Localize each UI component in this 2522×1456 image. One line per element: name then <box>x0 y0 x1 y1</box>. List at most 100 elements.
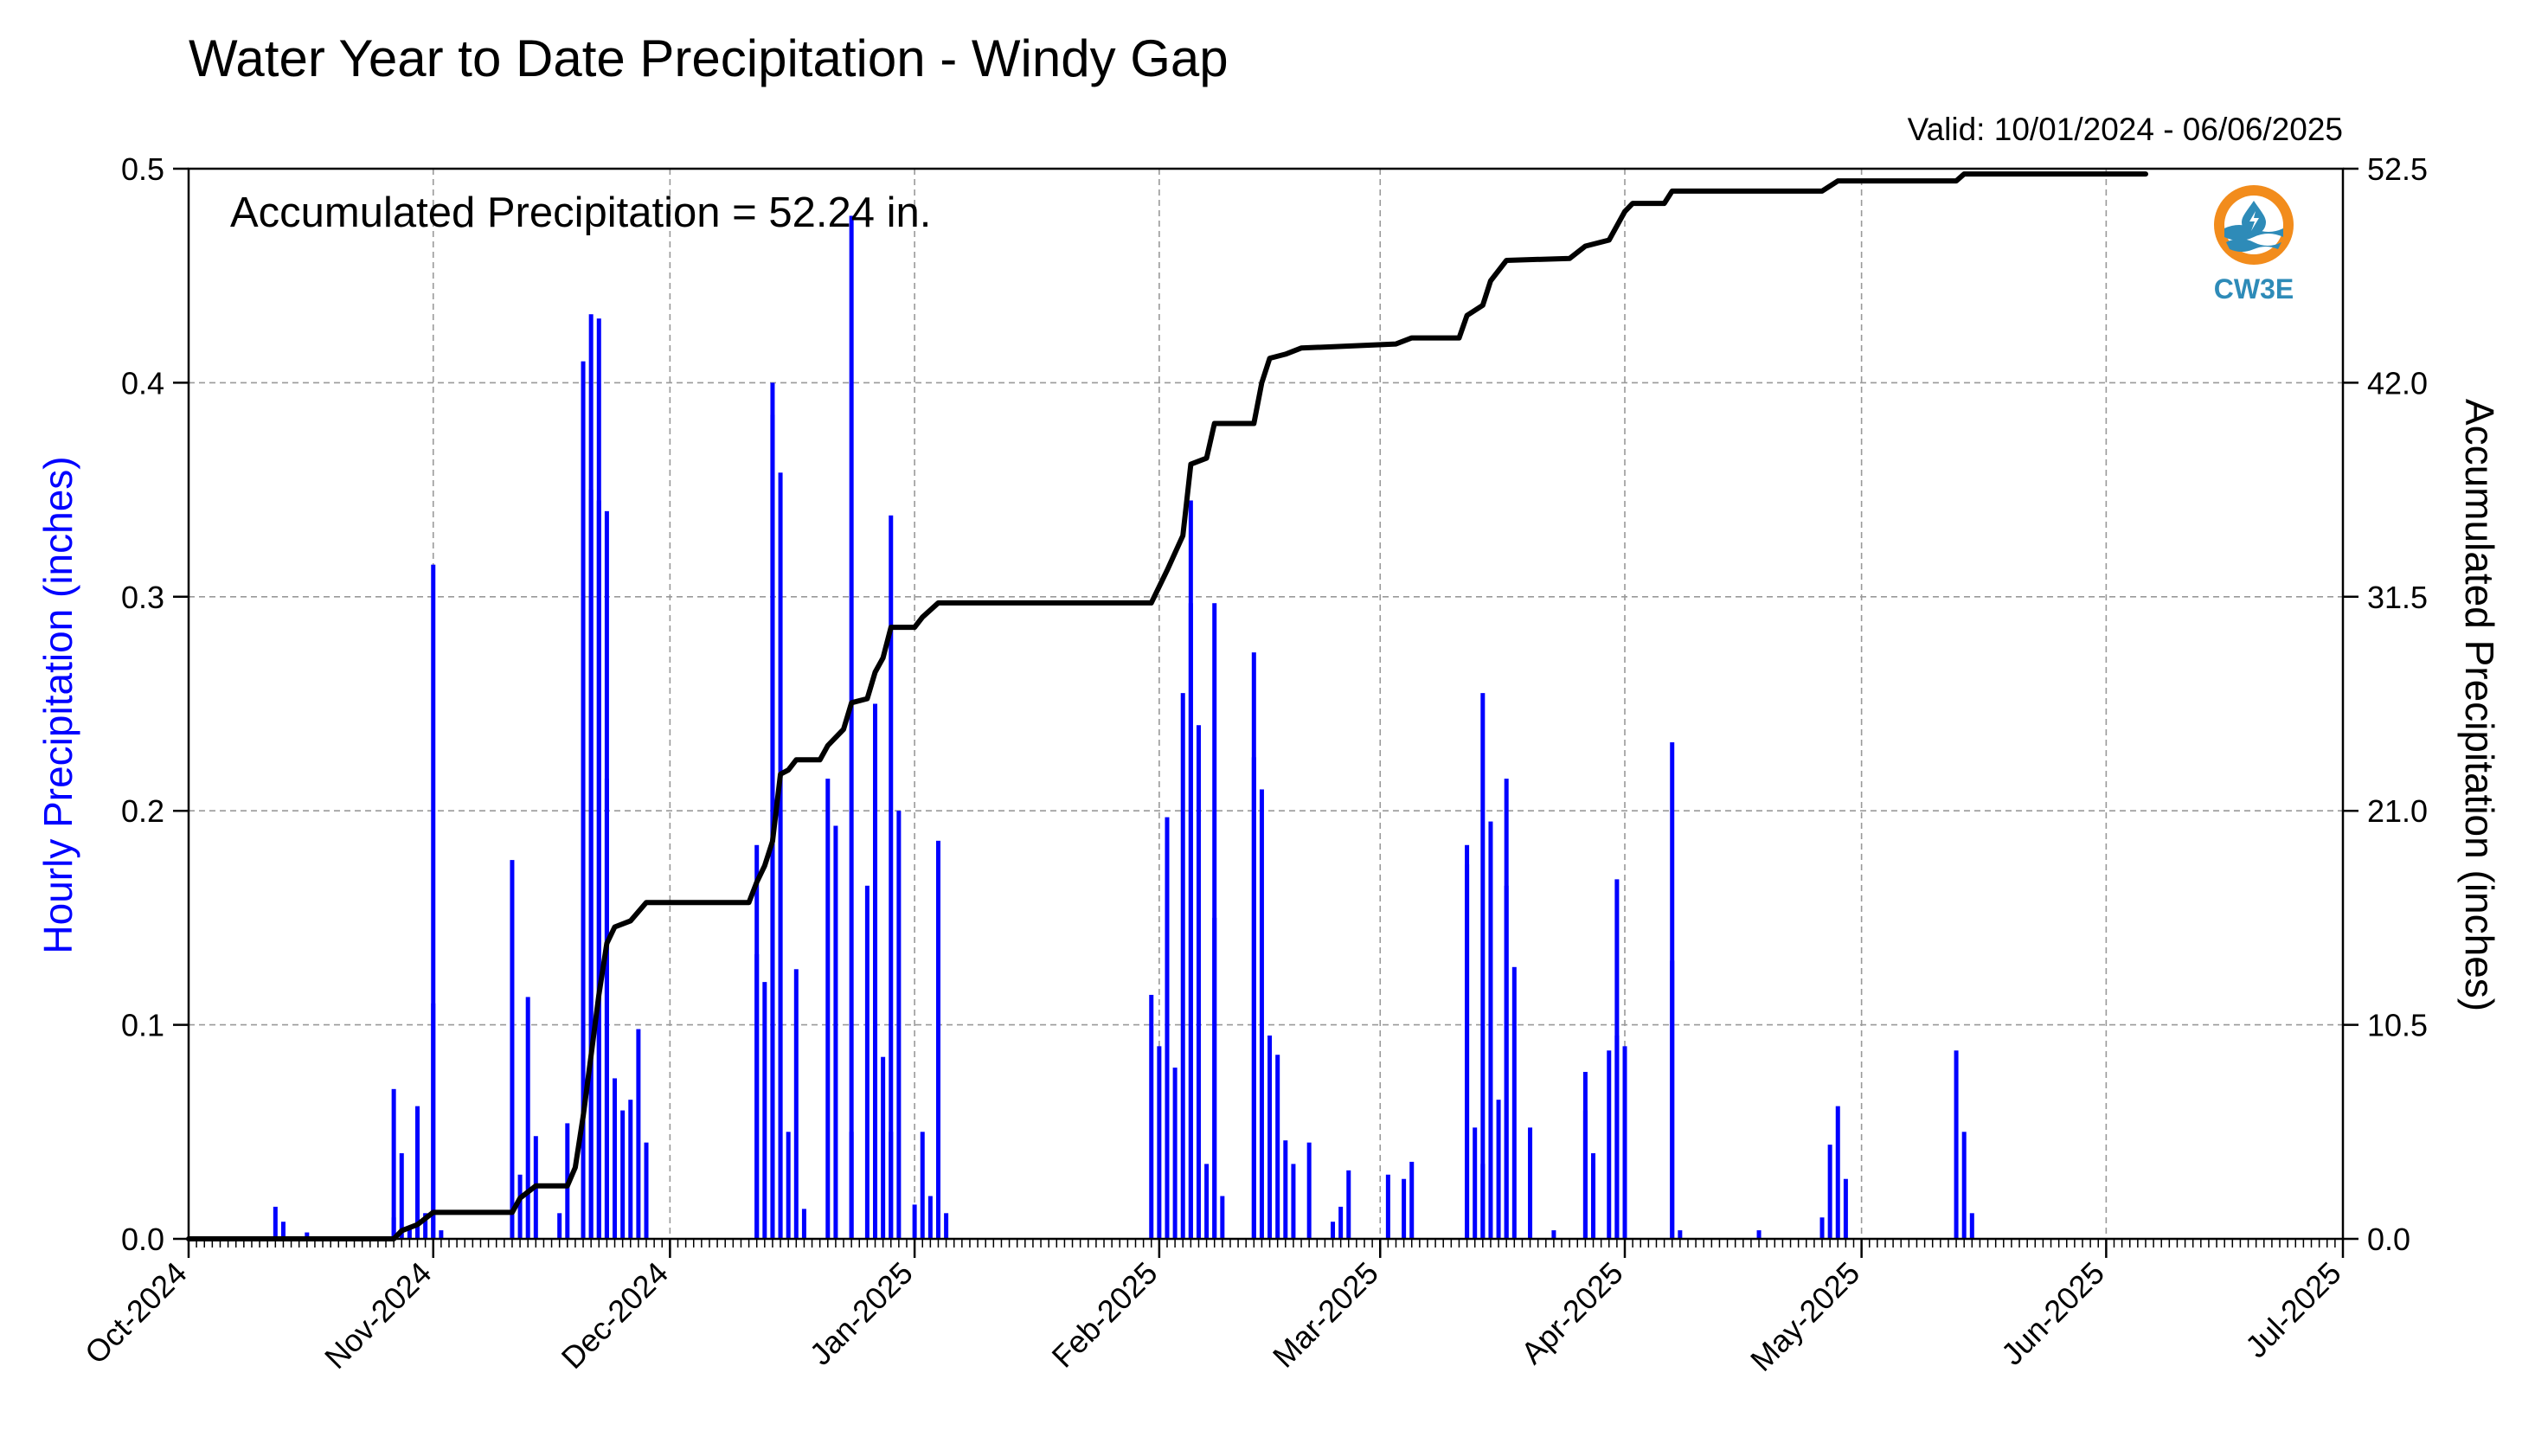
hourly-precip-bar <box>1251 757 1256 1239</box>
hourly-precip-bar <box>762 982 767 1239</box>
y-right-tick-label: 21.0 <box>2367 793 2428 829</box>
right-axis-label: Accumulated Precipitation (inches) <box>2457 399 2502 1011</box>
hourly-precip-bar <box>1969 1213 1974 1239</box>
hourly-precip-bar <box>431 1003 436 1239</box>
hourly-precip-bar <box>1196 725 1201 1239</box>
hourly-precip-bar <box>1954 1050 1959 1239</box>
hourly-precip-bar <box>280 1222 286 1239</box>
y-right-tick-label: 42.0 <box>2367 365 2428 401</box>
hourly-precip-bar <box>1212 917 1217 1239</box>
hourly-precip-bar <box>1338 1206 1344 1239</box>
hourly-precip-bar <box>1827 1145 1832 1239</box>
hourly-precip-bar <box>1149 994 1154 1239</box>
hourly-precip-bar <box>935 840 940 1239</box>
cw3e-logo: CW3E <box>2214 185 2294 305</box>
hourly-precip-bar <box>1756 1230 1762 1239</box>
hourly-precip-bar <box>944 1213 949 1239</box>
hourly-precip-bar <box>628 1100 633 1239</box>
hourly-precip-bar <box>1409 1161 1415 1239</box>
hourly-precip-bar <box>1582 1072 1588 1239</box>
hourly-precip-bar <box>912 1204 917 1239</box>
left-axis-label: Hourly Precipitation (inches) <box>35 456 80 953</box>
hourly-precip-bar <box>604 779 609 1239</box>
accumulated-precip-line <box>186 171 2148 1241</box>
hourly-precip-bar <box>1528 1127 1533 1239</box>
hourly-precip-bar <box>399 1153 404 1239</box>
hourly-precip-bar <box>1283 1140 1288 1239</box>
hourly-precip-bar <box>620 1110 626 1239</box>
hourly-precip-bar <box>1204 1164 1210 1239</box>
y-left-tick-label: 0.4 <box>121 365 164 401</box>
accumulated-total-label: Accumulated Precipitation = 52.24 in. <box>230 189 931 236</box>
hourly-precip-bars <box>273 215 1974 1240</box>
hourly-precip-bar <box>1496 1100 1501 1239</box>
hourly-precip-bar <box>1835 1106 1840 1239</box>
grid-lines <box>189 169 2343 1239</box>
valid-date-range: Valid: 10/01/2024 - 06/06/2025 <box>1908 112 2343 147</box>
hourly-precip-bar <box>415 1106 420 1239</box>
hourly-precip-bar <box>1480 693 1486 1239</box>
hourly-precip-bar <box>596 500 601 1239</box>
y-right-tick-label: 31.5 <box>2367 580 2428 615</box>
hourly-precip-bar <box>431 564 436 1239</box>
hourly-precip-bar <box>1488 821 1493 1239</box>
hourly-precip-bar <box>1291 1164 1296 1239</box>
y-left-tick-label: 0.0 <box>121 1222 164 1257</box>
hourly-precip-bar <box>1670 960 1675 1239</box>
hourly-precip-bar <box>636 1029 641 1239</box>
hourly-precip-bar <box>1511 966 1517 1239</box>
hourly-precip-bar <box>273 1206 278 1239</box>
hourly-precip-bar <box>873 789 878 1239</box>
hourly-precip-bar <box>786 1132 791 1239</box>
hourly-precip-bar <box>510 860 515 1239</box>
y-left-tick-label: 0.1 <box>121 1008 164 1043</box>
hourly-precip-bar <box>613 1078 618 1239</box>
plot-frame <box>187 167 2345 1241</box>
hourly-precip-bar <box>825 779 831 1239</box>
y-left-tick-label: 0.5 <box>121 151 164 187</box>
hourly-precip-bar <box>644 1142 649 1239</box>
hourly-precip-bar <box>1346 1170 1351 1239</box>
hourly-precip-bar <box>864 885 870 1239</box>
hourly-precip-bar <box>1819 1217 1825 1239</box>
hourly-precip-bar <box>1267 1035 1273 1239</box>
hourly-precip-bar <box>1220 1196 1225 1239</box>
hourly-precip-bar <box>920 1132 925 1239</box>
hourly-precip-bar <box>1402 1178 1407 1239</box>
hourly-precip-bar <box>1591 1153 1596 1239</box>
hourly-precip-bar <box>1165 843 1170 1239</box>
y-left-tick-label: 0.3 <box>121 580 164 615</box>
hourly-precip-bar <box>1607 1050 1612 1239</box>
hourly-precip-bar <box>801 1209 806 1239</box>
hourly-precip-bar <box>1180 693 1185 1239</box>
hourly-precip-bar <box>525 997 530 1239</box>
y-right-tick-label: 10.5 <box>2367 1008 2428 1043</box>
hourly-precip-bar <box>1172 1068 1178 1239</box>
hourly-precip-bar <box>849 215 854 1240</box>
chart-title: Water Year to Date Precipitation - Windy… <box>189 29 1229 87</box>
y-left-tick-label: 0.2 <box>121 793 164 829</box>
hourly-precip-bar <box>881 1056 886 1239</box>
hourly-precip-bar <box>407 1228 412 1239</box>
hourly-precip-bar <box>1465 864 1470 1239</box>
hourly-precip-bar <box>778 811 783 1239</box>
logo-text: CW3E <box>2214 273 2294 305</box>
hourly-precip-bar <box>1504 885 1509 1239</box>
hourly-precip-bar <box>1843 1178 1848 1239</box>
hourly-precip-bar <box>588 314 594 1240</box>
hourly-precip-bar <box>557 1213 562 1239</box>
hourly-precip-bar <box>1259 789 1264 1239</box>
hourly-precip-bar <box>889 1132 894 1239</box>
hourly-precip-bar <box>1385 1174 1390 1239</box>
hourly-precip-bar <box>1551 1230 1556 1239</box>
hourly-precip-bar <box>1331 1222 1336 1239</box>
hourly-precip-bar <box>896 811 902 1239</box>
accumulated-precip-series <box>186 171 2148 1241</box>
hourly-precip-bar <box>849 1132 854 1239</box>
hourly-precip-bar <box>517 1174 523 1239</box>
hourly-precip-bar <box>1614 1035 1620 1239</box>
y-right-tick-label: 0.0 <box>2367 1222 2410 1257</box>
hourly-precip-bar <box>423 1213 428 1239</box>
hourly-precip-bar <box>391 1088 396 1239</box>
y-right-tick-label: 52.5 <box>2367 151 2428 187</box>
